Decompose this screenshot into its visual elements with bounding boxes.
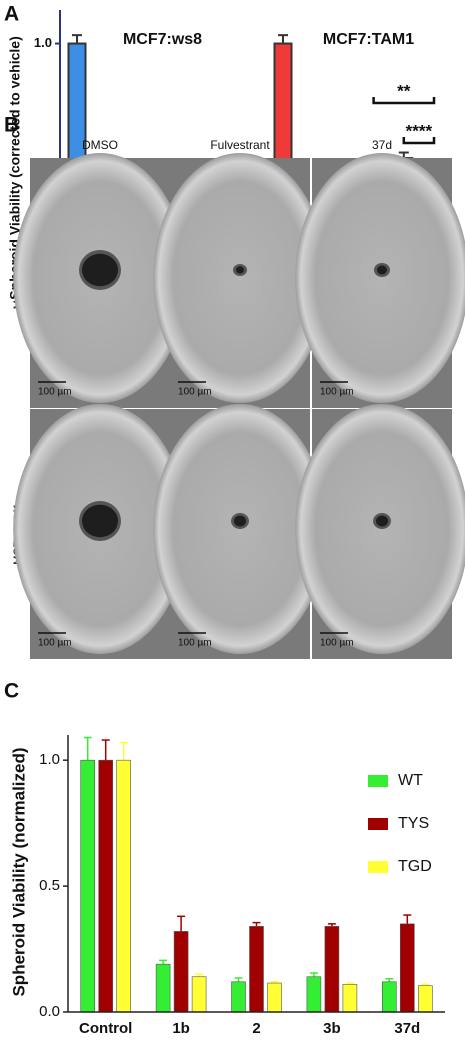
legend-swatch <box>368 775 388 787</box>
legend-label: TGD <box>398 858 432 875</box>
spheroid <box>236 266 244 274</box>
y-tick-label: 1.0 <box>34 35 52 50</box>
significance-bracket <box>372 97 436 105</box>
bar <box>191 976 207 1013</box>
y-axis-label: Spheroid Viability (normalized) <box>9 747 28 996</box>
legend-swatch <box>368 861 388 873</box>
legend-label: TYS <box>398 815 429 832</box>
scale-bar-label: 100 µm <box>38 638 72 649</box>
bar <box>173 931 189 1013</box>
panel-label: B <box>4 114 19 137</box>
scale-bar-label: 100 µm <box>178 387 212 398</box>
group-title: MCF7:ws8 <box>123 31 202 48</box>
column-header: DMSO <box>82 138 118 152</box>
panel-label: A <box>4 3 19 26</box>
x-tick-label: 3b <box>323 1020 341 1037</box>
spheroid <box>82 253 118 287</box>
bar <box>342 983 358 1013</box>
y-tick-label: 1.0 <box>39 751 60 768</box>
bar <box>324 926 340 1013</box>
spheroid <box>376 515 388 527</box>
significance-label: ** <box>397 81 411 100</box>
x-tick-label: Control <box>79 1020 132 1037</box>
scale-bar-label: 100 µm <box>320 638 354 649</box>
legend-label: WT <box>398 772 423 789</box>
group-title: MCF7:TAM1 <box>323 31 414 48</box>
y-tick-label: 0.5 <box>39 877 60 894</box>
bar <box>381 981 397 1013</box>
bar <box>417 985 433 1013</box>
bar <box>306 976 322 1013</box>
scale-bar-label: 100 µm <box>38 387 72 398</box>
scale-bar-label: 100 µm <box>178 638 212 649</box>
well <box>295 404 465 654</box>
x-tick-label: 2 <box>252 1020 260 1037</box>
panel-label: C <box>4 680 19 703</box>
well <box>295 153 465 403</box>
significance-label: **** <box>406 121 433 140</box>
well <box>153 153 327 403</box>
bar <box>267 982 282 1013</box>
bar <box>116 759 131 1013</box>
bar <box>231 981 246 1013</box>
y-tick-label: 0.0 <box>39 1003 60 1020</box>
legend-swatch <box>368 818 388 830</box>
bar <box>80 759 95 1013</box>
scale-bar-label: 100 µm <box>320 387 354 398</box>
significance-bracket <box>402 137 436 145</box>
spheroid <box>234 515 246 527</box>
spheroid <box>82 504 118 538</box>
spheroid <box>377 265 387 275</box>
column-header: 37d <box>372 138 392 152</box>
x-tick-label: 37d <box>394 1020 420 1037</box>
y-axis-label: Spheroid Viability (corrected to vehicle… <box>7 36 23 299</box>
x-tick-label: 1b <box>172 1020 190 1037</box>
column-header: Fulvestrant <box>210 138 270 152</box>
bar <box>155 963 171 1013</box>
bar <box>98 759 113 1013</box>
bar <box>249 926 264 1013</box>
bar <box>399 923 415 1013</box>
